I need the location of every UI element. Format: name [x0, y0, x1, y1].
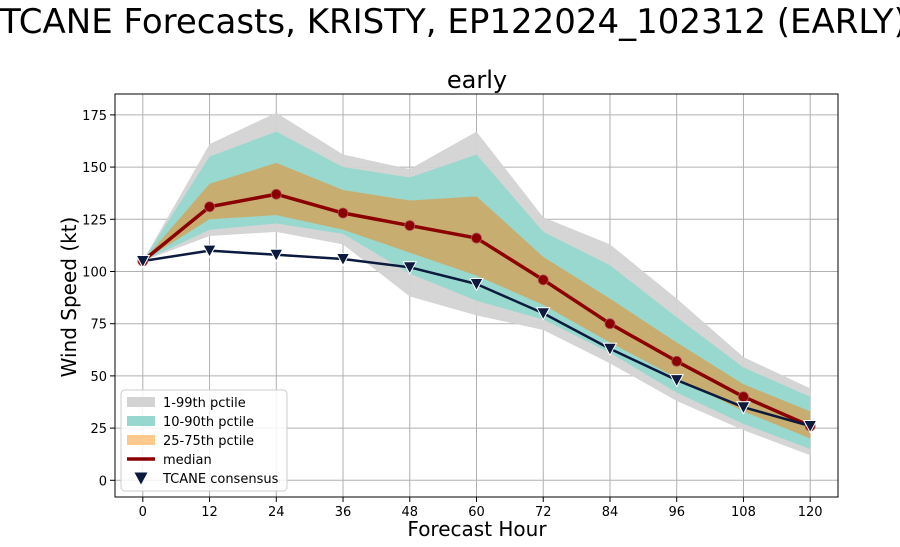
legend-swatch	[134, 472, 148, 485]
x-tick-label: 0	[139, 505, 147, 520]
x-tick-label: 36	[335, 505, 352, 520]
y-tick-label: 25	[90, 422, 107, 437]
series-markers	[135, 188, 818, 434]
x-tick-label: 60	[468, 505, 485, 520]
consensus-point	[535, 307, 551, 321]
median-point	[204, 201, 215, 213]
y-tick-label: 175	[82, 109, 107, 124]
y-tick-label: 125	[82, 213, 107, 228]
consensus-point	[602, 342, 618, 357]
median-point	[671, 355, 683, 367]
figure-suptitle: TCANE Forecasts, KRISTY, EP122024_102312…	[0, 2, 900, 42]
consensus-point	[669, 374, 685, 388]
y-tick-label: 0	[99, 474, 107, 489]
x-tick-label: 12	[201, 505, 218, 520]
x-tick-label: 120	[798, 505, 823, 520]
legend-label: 10-90th pctile	[163, 415, 254, 430]
legend-label: 25-75th pctile	[163, 434, 254, 449]
median-point	[471, 232, 482, 244]
x-tick-label: 48	[401, 505, 418, 520]
legend-box	[120, 389, 288, 492]
legend-swatch	[127, 416, 155, 426]
x-tick-label: 24	[268, 505, 285, 520]
y-tick-label: 150	[82, 161, 107, 176]
median-point	[270, 188, 282, 200]
x-tick-label: 108	[731, 505, 756, 520]
consensus-point	[736, 401, 751, 415]
consensus-point	[402, 261, 418, 275]
y-axis-ticks: 0 25 50 75 100 125 150 175	[82, 109, 115, 489]
y-tick-label: 100	[82, 265, 107, 280]
consensus-point	[268, 248, 284, 263]
x-tick-label: 96	[668, 505, 685, 520]
median-point	[337, 207, 349, 219]
legend: 1-99th pctile 10-90th pctile 25-75th pctil…	[120, 389, 288, 492]
plot-title: early	[447, 66, 507, 94]
legend-swatch	[127, 435, 155, 445]
median-point	[404, 220, 416, 231]
legend-label: TCANE consensus	[162, 472, 279, 487]
consensus-point	[135, 255, 151, 269]
median-point	[738, 391, 749, 403]
consensus-point	[469, 278, 484, 292]
x-axis-label: Forecast Hour	[407, 517, 547, 541]
consensus-point	[335, 252, 351, 267]
y-axis-label: Wind Speed (kt)	[57, 217, 81, 378]
y-tick-label: 50	[90, 370, 107, 385]
x-tick-label: 72	[535, 505, 552, 520]
median-point	[537, 274, 549, 286]
x-tick-label: 84	[602, 505, 619, 520]
consensus-point	[202, 244, 217, 259]
x-axis-ticks: 0 12 24 36 48 60 72 84 96 108 120	[139, 497, 823, 520]
legend-swatch	[127, 397, 155, 407]
legend-label: 1-99th pctile	[163, 396, 246, 411]
y-tick-label: 75	[90, 318, 107, 333]
consensus-point	[802, 420, 818, 434]
legend-label: median	[163, 453, 212, 468]
median-point	[604, 318, 616, 330]
